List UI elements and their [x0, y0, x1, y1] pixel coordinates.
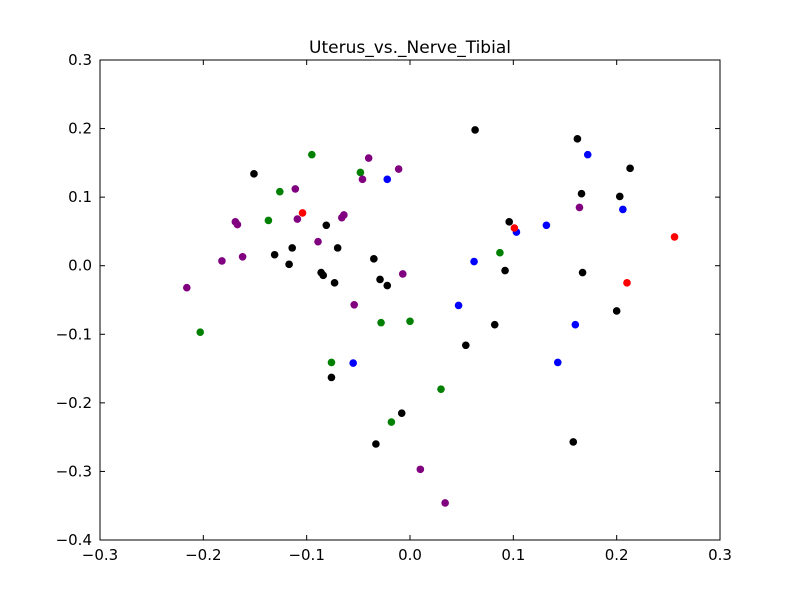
data-point	[505, 218, 513, 226]
y-tick-label: −0.2	[56, 394, 92, 412]
data-point	[276, 187, 284, 196]
data-point	[437, 385, 445, 393]
y-tick-label: −0.3	[56, 462, 92, 480]
x-tick-label: −0.2	[185, 546, 221, 564]
data-point	[238, 252, 247, 261]
data-point	[573, 135, 582, 143]
x-tick-label: 0.0	[398, 546, 422, 564]
plot-area	[100, 60, 720, 540]
data-point	[416, 465, 425, 474]
y-tick-label: 0.0	[68, 257, 92, 275]
x-tick-label: 0.3	[708, 546, 732, 564]
data-point	[583, 150, 592, 159]
y-axis: −0.4 −0.3 −0.2 −0.1 0.0 0.1 0.2 0.3	[56, 51, 720, 549]
data-point	[571, 320, 580, 329]
data-point	[383, 175, 392, 184]
data-point	[619, 205, 627, 214]
data-point	[626, 164, 634, 173]
data-point	[285, 260, 293, 269]
data-point	[377, 318, 385, 327]
data-point	[370, 255, 378, 263]
data-points	[183, 126, 679, 507]
data-point	[264, 216, 273, 225]
plot-frame	[99, 59, 721, 541]
data-point	[291, 185, 300, 193]
data-point	[233, 220, 242, 229]
data-point	[406, 317, 414, 326]
data-point	[510, 224, 519, 232]
chart-title: Uterus_vs._Nerve_Tibial	[309, 38, 511, 58]
y-tick-label: −0.1	[56, 325, 92, 343]
data-point	[569, 438, 578, 446]
data-point	[397, 409, 406, 417]
data-point	[670, 233, 679, 241]
data-point	[490, 320, 499, 329]
x-tick-label: 0.2	[605, 546, 629, 564]
data-point	[327, 373, 336, 382]
data-point	[340, 211, 348, 219]
data-point	[349, 359, 357, 367]
data-point	[350, 301, 359, 309]
x-tick-label: 0.1	[501, 546, 525, 564]
x-tick-label: −0.3	[82, 546, 118, 564]
y-tick-label: −0.4	[56, 531, 92, 549]
data-point	[501, 266, 509, 275]
data-point	[327, 358, 336, 367]
data-point	[364, 154, 373, 162]
data-point	[394, 165, 403, 173]
x-tick-label: −0.1	[288, 546, 324, 564]
data-point	[575, 203, 584, 212]
data-point	[293, 215, 302, 223]
data-point	[322, 221, 331, 230]
data-point	[356, 168, 365, 177]
data-point	[298, 209, 307, 217]
data-point	[358, 175, 367, 184]
data-point	[308, 150, 316, 159]
data-point	[183, 283, 191, 292]
y-tick-label: 0.3	[68, 51, 92, 69]
data-point	[615, 192, 624, 201]
data-point	[496, 248, 504, 257]
data-point	[470, 257, 478, 266]
data-point	[250, 170, 258, 178]
data-point	[319, 271, 328, 280]
data-point	[577, 189, 586, 198]
data-point	[314, 237, 322, 246]
data-point	[376, 275, 384, 284]
data-point	[462, 341, 470, 350]
data-point	[471, 126, 479, 134]
data-point	[387, 418, 396, 426]
data-point	[398, 270, 407, 278]
data-point	[333, 244, 342, 252]
data-point	[612, 307, 621, 315]
data-point	[542, 221, 551, 230]
data-point	[330, 279, 339, 287]
data-point	[383, 281, 392, 290]
data-point	[196, 328, 205, 337]
data-point	[441, 499, 449, 507]
data-point	[578, 268, 587, 277]
data-point	[288, 244, 297, 252]
y-tick-label: 0.2	[68, 120, 92, 138]
data-point	[623, 279, 631, 287]
data-point	[454, 301, 463, 310]
data-point	[218, 257, 226, 265]
y-tick-label: 0.1	[68, 188, 92, 206]
data-point	[372, 440, 380, 448]
data-point	[270, 250, 279, 259]
data-point	[553, 358, 562, 367]
